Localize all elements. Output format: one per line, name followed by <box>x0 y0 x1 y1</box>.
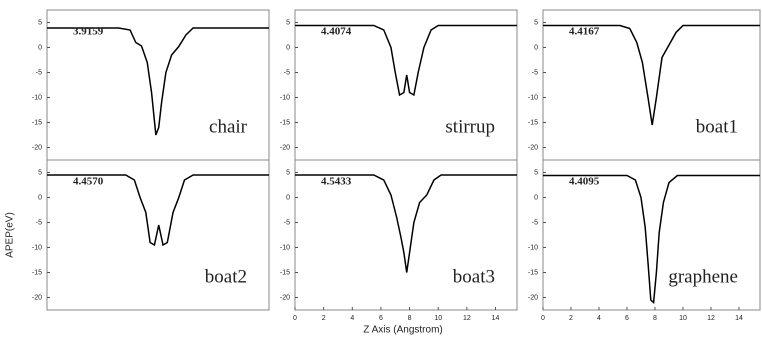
x-tick-label: 14 <box>735 315 743 322</box>
panel-annotation: 4.5433 <box>321 176 352 188</box>
y-tick-label: 0 <box>534 44 538 51</box>
y-tick-label: -5 <box>284 219 290 226</box>
y-tick-label: -10 <box>528 94 538 101</box>
curve <box>543 26 760 126</box>
curve <box>295 175 517 273</box>
x-tick-label: 2 <box>569 315 573 322</box>
x-tick-label: 8 <box>653 315 657 322</box>
x-tick-label: 10 <box>434 315 442 322</box>
y-tick-label: 0 <box>38 194 42 201</box>
y-axis-label: APEP(eV) <box>5 212 16 258</box>
panel-annotation: 4.4095 <box>569 176 600 188</box>
panel-title: boat1 <box>696 116 738 137</box>
panel-annotation: 4.4570 <box>73 176 104 188</box>
panel-annotation: 4.4167 <box>569 26 600 38</box>
panel-annotation: 3.9159 <box>73 26 104 38</box>
x-tick-label: 12 <box>463 315 471 322</box>
x-tick-label: 8 <box>408 315 412 322</box>
chart: APEP(eV) Z Axis (Angstrom) 5 0 -5 -10 -15 -20… <box>0 0 762 340</box>
y-tick-label: -5 <box>36 69 42 76</box>
x-tick-label: 0 <box>541 315 545 322</box>
y-tick-label: -15 <box>280 269 290 276</box>
panel-title: boat3 <box>453 266 495 287</box>
y-tick-label: 5 <box>286 19 290 26</box>
y-tick-label: 5 <box>38 19 42 26</box>
y-tick-label: -15 <box>32 269 42 276</box>
y-tick-label: -5 <box>532 219 538 226</box>
y-tick-label: -20 <box>32 144 42 151</box>
x-tick-label: 2 <box>322 315 326 322</box>
x-tick-label: 0 <box>293 315 297 322</box>
y-tick-label: 0 <box>38 44 42 51</box>
y-tick-label: -10 <box>32 244 42 251</box>
x-tick-label: 6 <box>379 315 383 322</box>
panel-title: stirrup <box>445 116 495 137</box>
y-tick-label: -20 <box>528 144 538 151</box>
x-axis-label: Z Axis (Angstrom) <box>363 325 442 336</box>
panel-title: boat2 <box>205 266 247 287</box>
y-tick-label: 5 <box>38 169 42 176</box>
y-tick-label: -5 <box>284 69 290 76</box>
y-tick-label: -10 <box>528 244 538 251</box>
y-tick-label: 0 <box>534 194 538 201</box>
y-tick-label: -10 <box>280 244 290 251</box>
y-tick-label: -5 <box>36 219 42 226</box>
y-tick-label: -20 <box>280 294 290 301</box>
y-tick-label: -10 <box>280 94 290 101</box>
y-tick-label: -15 <box>528 119 538 126</box>
x-tick-label: 4 <box>597 315 601 322</box>
y-tick-label: -20 <box>528 294 538 301</box>
y-tick-label: -15 <box>32 119 42 126</box>
x-tick-label: 14 <box>492 315 500 322</box>
x-tick-label: 6 <box>625 315 629 322</box>
y-tick-label: 0 <box>286 44 290 51</box>
y-tick-label: 5 <box>286 169 290 176</box>
x-tick-label: 10 <box>679 315 687 322</box>
y-tick-label: -10 <box>32 94 42 101</box>
y-tick-label: -15 <box>528 269 538 276</box>
panel-title: chair <box>209 116 248 137</box>
x-tick-label: 12 <box>707 315 715 322</box>
y-tick-label: -20 <box>32 294 42 301</box>
panel-title: graphene <box>668 266 738 287</box>
y-tick-label: -15 <box>280 119 290 126</box>
panel-annotation: 4.4074 <box>321 26 352 38</box>
x-tick-label: 4 <box>350 315 354 322</box>
y-tick-label: -20 <box>280 144 290 151</box>
y-tick-label: -5 <box>532 69 538 76</box>
y-tick-label: 0 <box>286 194 290 201</box>
y-tick-label: 5 <box>534 19 538 26</box>
y-tick-label: 5 <box>534 169 538 176</box>
